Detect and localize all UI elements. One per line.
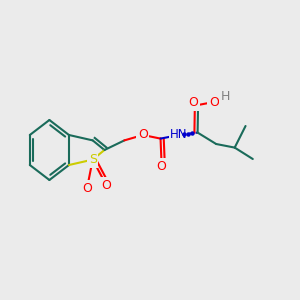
Text: O: O (82, 182, 92, 195)
Text: S: S (89, 153, 97, 166)
Text: H: H (221, 90, 230, 103)
Text: HN: HN (170, 128, 188, 142)
Text: O: O (138, 128, 148, 142)
Text: O: O (101, 178, 111, 192)
Text: O: O (188, 96, 198, 109)
Text: O: O (209, 95, 219, 109)
Text: O: O (157, 160, 166, 173)
